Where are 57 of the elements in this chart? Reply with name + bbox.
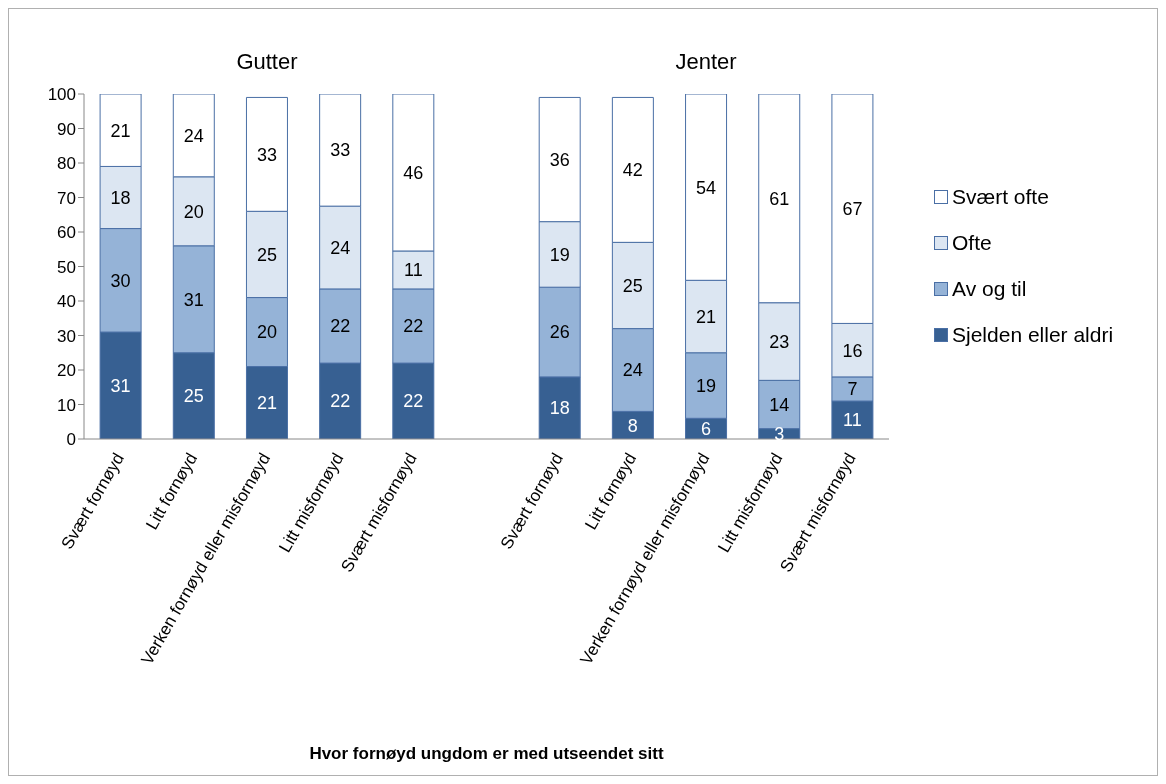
y-tick-label: 50 xyxy=(57,257,76,277)
data-label: 8 xyxy=(627,415,638,436)
data-label: 25 xyxy=(256,244,277,265)
data-label: 36 xyxy=(549,149,570,170)
y-tick-label: 30 xyxy=(57,326,76,346)
data-label: 16 xyxy=(842,340,863,361)
y-tick-label: 40 xyxy=(57,292,76,312)
data-label: 33 xyxy=(256,144,277,165)
y-tick-label: 20 xyxy=(57,361,76,381)
y-tick-label: 80 xyxy=(57,154,76,174)
data-label: 24 xyxy=(330,237,351,258)
data-label: 31 xyxy=(183,289,204,310)
data-label: 31 xyxy=(110,375,131,396)
text: Jenter xyxy=(674,49,738,75)
data-label: 20 xyxy=(256,322,277,343)
data-label: 26 xyxy=(549,322,570,343)
y-tick-label: 10 xyxy=(57,395,76,415)
legend-label: Sjelden eller aldri xyxy=(952,323,1114,347)
data-label: 24 xyxy=(622,360,643,381)
data-label: 11 xyxy=(403,260,423,281)
data-label: 7 xyxy=(847,379,858,400)
data-label: 23 xyxy=(769,331,790,352)
y-tick-label: 0 xyxy=(66,430,76,450)
data-label: 18 xyxy=(549,398,570,419)
data-label: 19 xyxy=(549,244,570,265)
legend-label: Ofte xyxy=(952,231,992,255)
data-label: 67 xyxy=(842,199,863,220)
y-tick-label: 60 xyxy=(57,223,76,243)
data-label: 14 xyxy=(769,394,790,415)
data-label: 6 xyxy=(701,419,712,440)
data-label: 54 xyxy=(696,177,717,198)
data-label: 18 xyxy=(110,187,131,208)
data-label: 11 xyxy=(843,410,862,431)
y-tick-label: 90 xyxy=(57,119,76,139)
y-tick-label: 100 xyxy=(47,85,76,105)
text: Gutter xyxy=(235,49,299,75)
y-tick-label: 70 xyxy=(57,188,76,208)
data-label: 21 xyxy=(110,120,131,141)
data-label: 22 xyxy=(330,316,351,337)
data-label: 21 xyxy=(256,393,277,414)
data-label: 30 xyxy=(110,270,131,291)
data-label: 21 xyxy=(696,306,717,327)
data-label: 25 xyxy=(622,275,643,296)
data-label: 33 xyxy=(330,140,351,161)
data-label: 22 xyxy=(330,391,351,412)
data-label: 46 xyxy=(403,162,424,183)
legend-label: Av og til xyxy=(952,277,1027,301)
legend-label: Svært ofte xyxy=(952,185,1049,209)
data-label: 20 xyxy=(183,201,204,222)
data-label: 25 xyxy=(183,386,204,407)
x-axis-title: Hvor fornøyd ungdom er med utseendet sitt xyxy=(308,744,665,764)
data-label: 19 xyxy=(696,375,717,396)
data-label: 22 xyxy=(403,391,424,412)
data-label: 24 xyxy=(183,125,204,146)
data-label: 61 xyxy=(769,188,790,209)
data-label: 42 xyxy=(622,160,643,181)
data-label: 22 xyxy=(403,316,424,337)
